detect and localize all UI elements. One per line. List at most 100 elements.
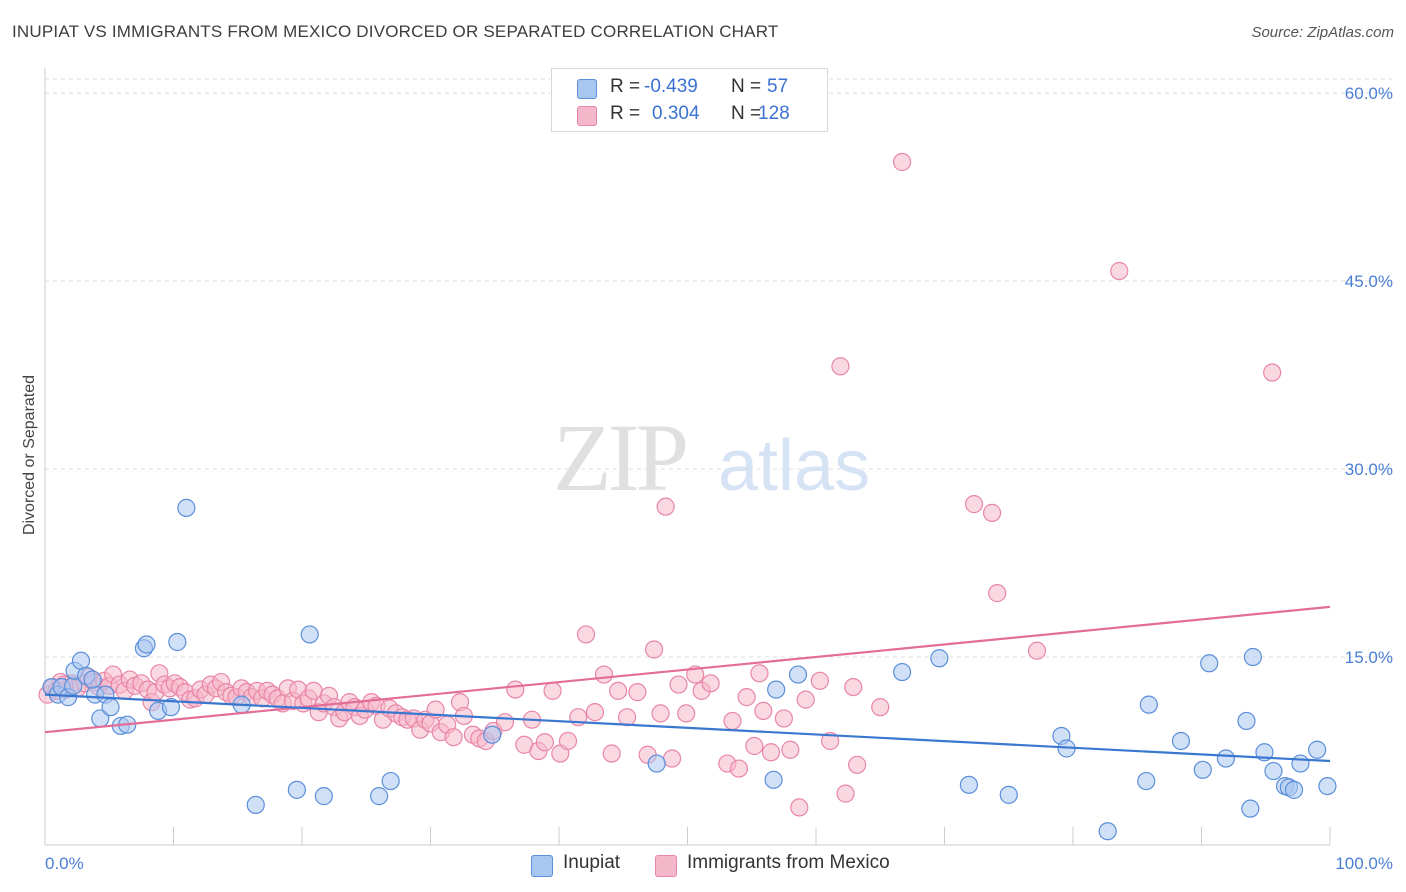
point-immigrants-from-mexico — [618, 708, 637, 727]
point-immigrants-from-mexico — [836, 784, 855, 803]
legend-r-value: -0.439 — [644, 76, 698, 97]
point-inupiat — [314, 787, 333, 806]
point-inupiat — [137, 635, 156, 654]
point-immigrants-from-mexico — [662, 749, 682, 768]
point-immigrants-from-mexico — [781, 740, 800, 759]
point-immigrants-from-mexico — [535, 733, 554, 752]
legend-row-inupiat: R = -0.439 N = 57 — [552, 74, 822, 100]
point-immigrants-from-mexico — [754, 701, 773, 721]
point-immigrants-from-mexico — [651, 704, 670, 723]
point-immigrants-from-mexico — [964, 495, 984, 514]
point-immigrants-from-mexico — [1027, 641, 1047, 660]
grid-lines — [45, 78, 1392, 658]
point-inupiat — [1216, 749, 1236, 768]
point-immigrants-from-mexico — [761, 743, 781, 762]
point-inupiat — [767, 680, 786, 699]
point-inupiat — [300, 625, 319, 644]
series-inupiat — [42, 498, 1337, 841]
point-immigrants-from-mexico — [543, 681, 562, 700]
point-immigrants-from-mexico — [790, 798, 809, 817]
point-inupiat — [161, 698, 181, 717]
legend-r-label: R = — [610, 103, 641, 124]
point-immigrants-from-mexico — [750, 664, 769, 683]
point-immigrants-from-mexico — [723, 711, 742, 731]
point-immigrants-from-mexico — [558, 731, 578, 751]
x-tick-label: 0.0% — [45, 854, 84, 873]
point-inupiat — [101, 698, 120, 717]
trend-line-immigrants-from-mexico — [44, 605, 1331, 734]
point-inupiat — [1139, 695, 1158, 714]
point-immigrants-from-mexico — [444, 728, 463, 747]
correlation-legend: R = -0.439 N = 57 R = 0.304 N = 128 — [551, 68, 828, 132]
point-inupiat — [177, 498, 196, 517]
point-inupiat — [930, 649, 949, 668]
point-immigrants-from-mexico — [871, 698, 890, 717]
legend-r-value: 0.304 — [652, 103, 700, 124]
point-immigrants-from-mexico — [609, 681, 628, 700]
point-inupiat — [1098, 822, 1117, 841]
point-immigrants-from-mexico — [796, 690, 815, 709]
point-immigrants-from-mexico — [628, 683, 647, 702]
bottom-legend-label-mexico: Immigrants from Mexico — [687, 852, 890, 873]
legend-r-label: R = — [610, 76, 641, 97]
watermark-zip: ZIP — [553, 404, 686, 511]
point-immigrants-from-mexico — [602, 744, 621, 763]
point-immigrants-from-mexico — [729, 759, 749, 778]
point-immigrants-from-mexico — [506, 680, 525, 699]
trend-line-inupiat — [44, 693, 1331, 763]
legend-row-mexico: R = 0.304 N = 128 — [552, 101, 822, 127]
point-inupiat — [287, 780, 306, 799]
y-tick-label: 15.0% — [1345, 648, 1393, 667]
bottom-legend-swatch-mexico — [655, 855, 677, 877]
point-inupiat — [1137, 771, 1156, 791]
point-immigrants-from-mexico — [1263, 363, 1282, 382]
point-immigrants-from-mexico — [594, 665, 614, 684]
y-tick-label: 30.0% — [1345, 460, 1393, 479]
legend-swatch-inupiat — [577, 79, 597, 99]
point-inupiat — [1284, 780, 1304, 799]
point-immigrants-from-mexico — [745, 736, 764, 756]
point-inupiat — [647, 754, 666, 773]
point-inupiat — [168, 632, 187, 652]
point-immigrants-from-mexico — [821, 731, 840, 751]
point-immigrants-from-mexico — [982, 503, 1002, 522]
watermark: ZIP atlas — [553, 404, 870, 511]
point-immigrants-from-mexico — [677, 704, 696, 723]
point-inupiat — [764, 770, 783, 789]
point-inupiat — [246, 795, 265, 814]
y-tick-label: 45.0% — [1345, 272, 1393, 291]
point-inupiat — [483, 725, 502, 744]
watermark-atlas: atlas — [718, 426, 870, 506]
point-inupiat — [1264, 761, 1283, 781]
point-inupiat — [892, 662, 912, 682]
trend-lines — [44, 605, 1331, 763]
x-tick-marks — [44, 827, 1331, 845]
point-inupiat — [1243, 647, 1263, 667]
point-inupiat — [83, 670, 102, 689]
point-immigrants-from-mexico — [810, 671, 829, 690]
point-inupiat — [959, 775, 979, 794]
legend-n-label: N = — [731, 103, 762, 124]
point-immigrants-from-mexico — [892, 152, 912, 172]
point-immigrants-from-mexico — [831, 357, 850, 376]
chart-title: INUPIAT VS IMMIGRANTS FROM MEXICO DIVORC… — [12, 22, 779, 41]
point-inupiat — [381, 771, 400, 791]
x-tick-labels: 0.0% 100.0% — [45, 854, 1393, 873]
legend-n-value: 128 — [758, 103, 790, 124]
legend-n-label: N = — [731, 76, 762, 97]
point-immigrants-from-mexico — [656, 497, 675, 516]
bottom-legend-swatch-inupiat — [531, 855, 553, 877]
point-inupiat — [1308, 740, 1327, 759]
point-immigrants-from-mexico — [737, 688, 756, 707]
point-immigrants-from-mexico — [495, 713, 515, 732]
point-immigrants-from-mexico — [576, 625, 596, 644]
point-immigrants-from-mexico — [988, 584, 1007, 603]
x-tick-label: 100.0% — [1335, 854, 1393, 873]
point-immigrants-from-mexico — [585, 703, 605, 722]
point-inupiat — [1237, 711, 1256, 731]
bottom-legend-label-inupiat: Inupiat — [563, 852, 621, 873]
point-inupiat — [1193, 760, 1212, 779]
point-inupiat — [999, 785, 1018, 804]
point-inupiat — [1318, 776, 1337, 796]
